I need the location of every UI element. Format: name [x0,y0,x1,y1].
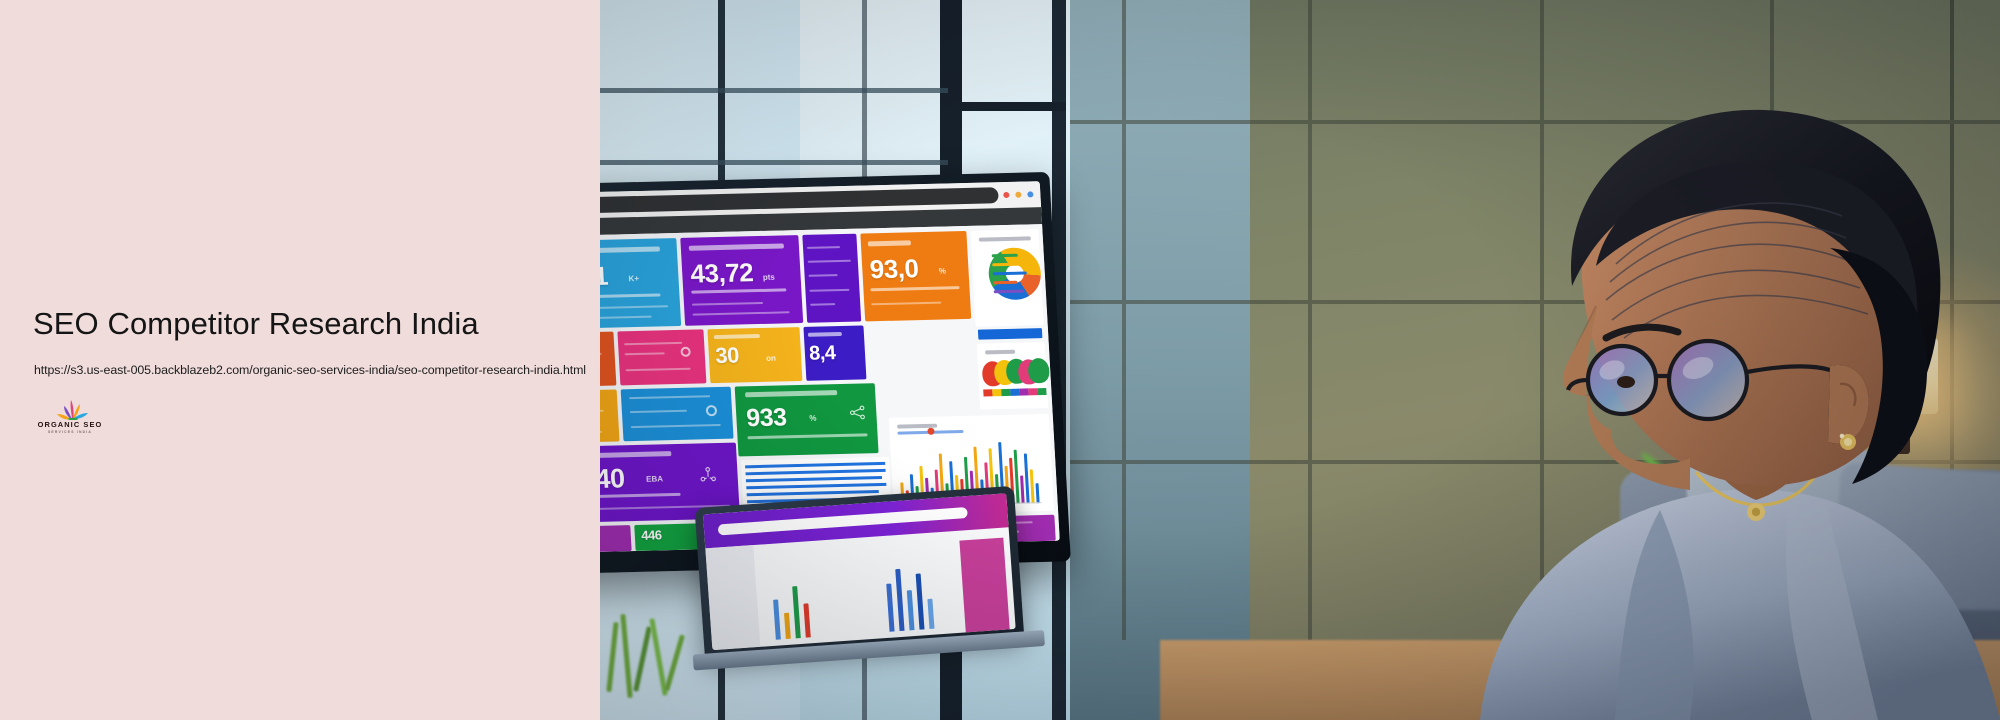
preview-image: 3,31 K+ 43,72 pts [600,0,2000,720]
share-network-icon [849,405,865,420]
tile-conversions[interactable]: 933 % [734,383,879,457]
link-preview-panel: SEO Competitor Research India https://s3… [0,0,600,720]
logo-tagline: SERVICES INDIA [47,430,93,434]
image-vignette [600,0,2000,720]
earring-icon [1839,433,1856,450]
colorful-leaf-flourish-icon [57,400,88,420]
person-profile-icon [1480,109,2000,720]
tile-ctr[interactable]: 8,40 EBA [600,442,741,523]
monitor-screen: 3,31 K+ 43,72 pts [600,181,1060,553]
analytics-icon [700,466,716,482]
logo-wordmark: ORGANIC SEO [37,420,103,429]
brand-logo: ORGANIC SEO SERVICES INDIA [30,398,110,444]
page-title: SEO Competitor Research India [33,306,479,341]
window-mullion [600,88,948,93]
dashboard-body: 3,31 K+ 43,72 pts [600,224,1060,553]
window-mullion [962,102,1066,111]
desktop-monitor: 3,31 K+ 43,72 pts [600,171,1071,637]
page-url[interactable]: https://s3.us-east-005.backblazeb2.com/o… [34,363,586,377]
window-mullion [600,160,948,165]
